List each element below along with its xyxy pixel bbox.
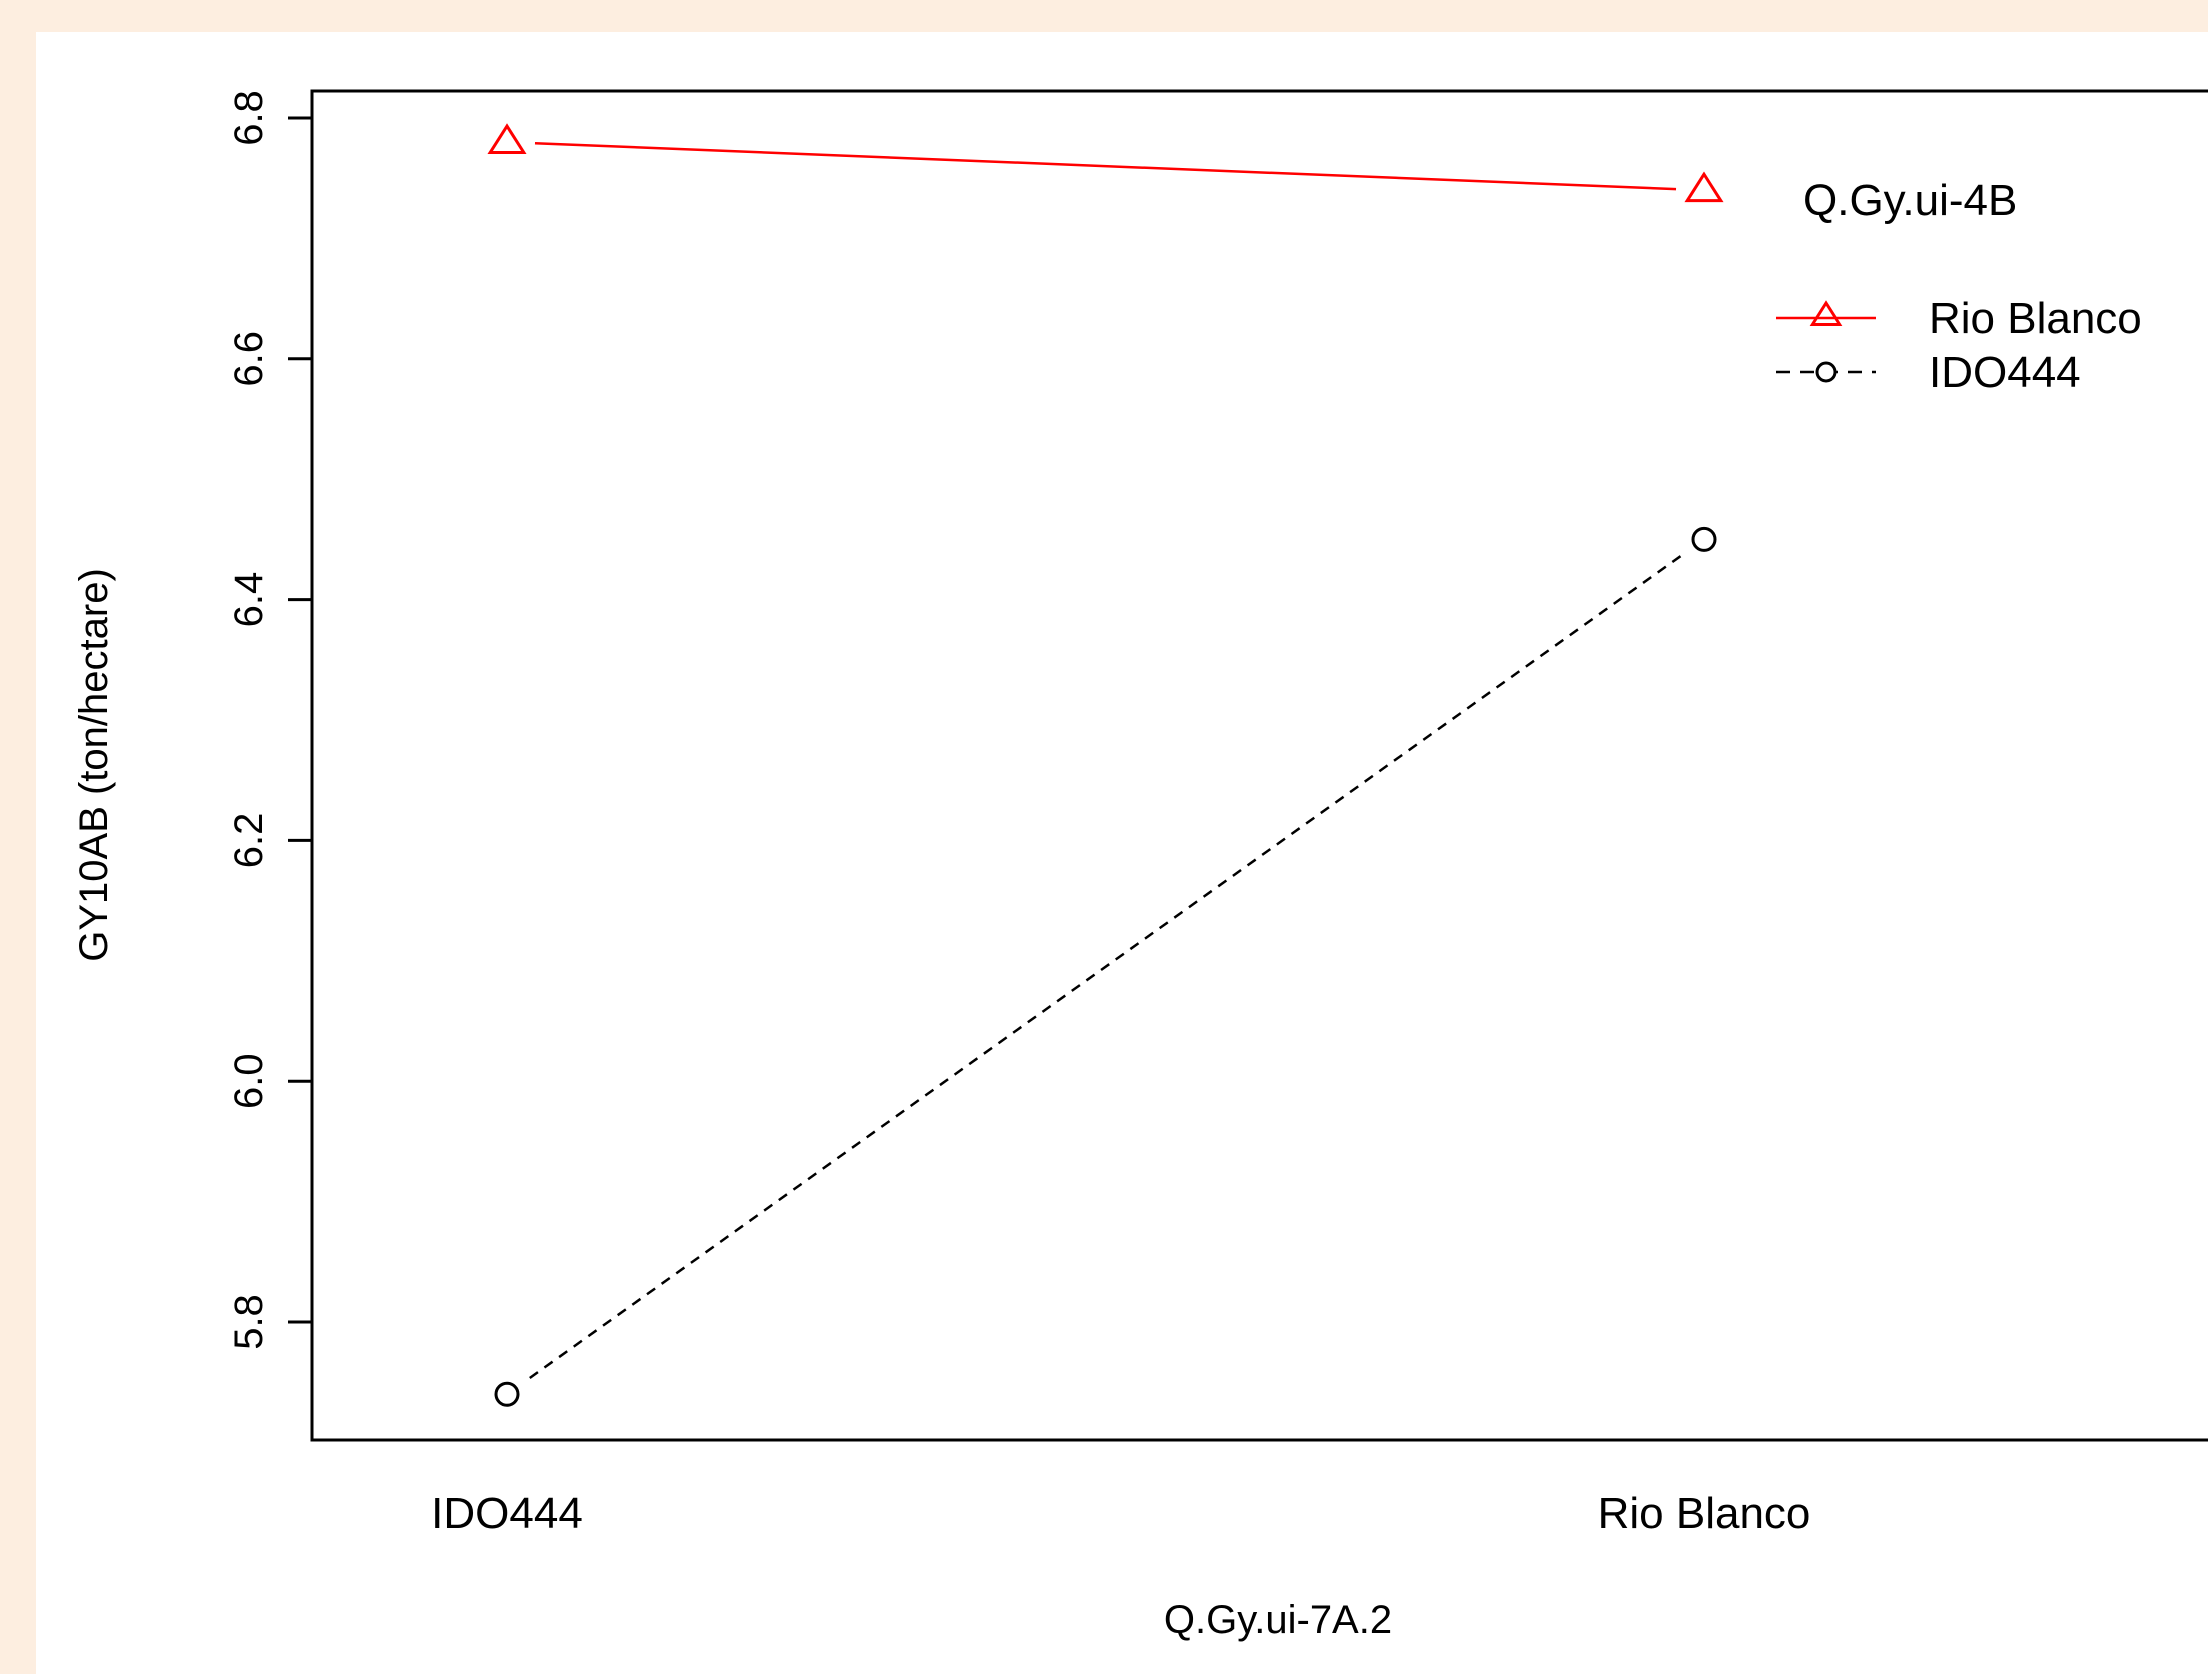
series-line [534, 141, 1677, 191]
x-category-label: Rio Blanco [1598, 1489, 1811, 1538]
legend-label: IDO444 [1929, 348, 2081, 397]
y-axis: 5.8 6.0 6.2 6.4 6.6 6.8 [227, 90, 312, 1350]
x-axis-title: Q.Gy.ui-7A.2 [1164, 1598, 1392, 1642]
y-tick-label: 5.8 [227, 1294, 271, 1350]
y-tick-label: 6.4 [227, 572, 271, 628]
y-axis-title: GY10AB (ton/hectare) [72, 568, 116, 962]
chart-panel: 5.8 6.0 6.2 6.4 6.6 6.8 IDO444 Rio Blanco Q.Gy… [36, 32, 2208, 1674]
x-category-label: IDO444 [431, 1489, 583, 1538]
legend-entry: Rio Blanco [1776, 294, 2142, 343]
legend-entries: Rio Blanco IDO444 [1776, 294, 2142, 397]
y-tick-label: 6.8 [227, 90, 271, 146]
interaction-plot: 5.8 6.0 6.2 6.4 6.6 6.8 IDO444 Rio Blanco Q.Gy… [72, 89, 2208, 1642]
legend: Q.Gy.ui-4B Rio Blanco IDO444 [1776, 176, 2142, 397]
legend-label: Rio Blanco [1929, 294, 2142, 343]
legend-circle-marker [1815, 361, 1837, 383]
legend-entry: IDO444 [1776, 348, 2081, 397]
y-tick-label: 6.6 [227, 331, 271, 387]
series-rio-blanco [487, 123, 1724, 203]
data-point-triangle [487, 123, 527, 154]
data-point-circle [494, 1381, 520, 1407]
data-point-triangle [1684, 171, 1724, 203]
x-axis-categories: IDO444 Rio Blanco [431, 1489, 1810, 1538]
legend-title: Q.Gy.ui-4B [1803, 176, 2017, 225]
series-ido444 [494, 526, 1717, 1407]
plot-frame [310, 89, 2208, 1442]
data-point-circle [1691, 526, 1717, 552]
series-line [529, 554, 1682, 1379]
series-layer [487, 123, 1724, 1407]
legend-triangle-marker [1809, 300, 1843, 326]
y-tick-label: 6.0 [227, 1053, 271, 1109]
y-tick-label: 6.2 [227, 813, 271, 869]
